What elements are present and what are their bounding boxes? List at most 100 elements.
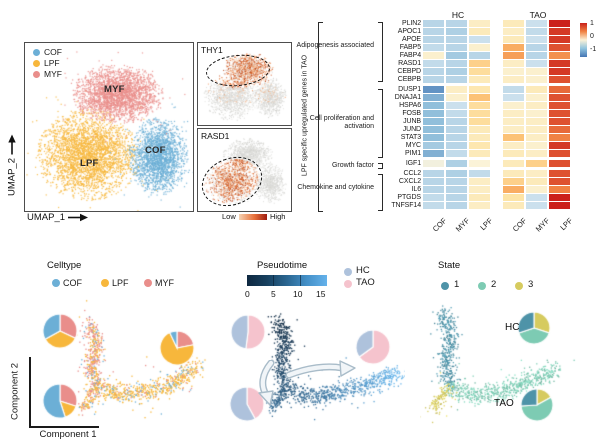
heatmap-cell [549, 102, 570, 109]
heatmap-cell [446, 20, 467, 27]
rasd1-title: RASD1 [201, 131, 230, 141]
bracket-adipogenesis [378, 22, 383, 82]
heatmap-cell [526, 68, 547, 75]
heatmap-row: APOE [363, 36, 572, 43]
umap-x-text: UMAP_1 [27, 212, 66, 223]
heatmap-cell [526, 134, 547, 141]
heatmap-cell [469, 102, 490, 109]
celltype-legend-title: Celltype [47, 260, 82, 271]
heatmap-column-label: LPF [557, 216, 574, 233]
pseudotime-tick-mark [300, 275, 301, 286]
heatmap-row: CEBPD [363, 68, 572, 75]
state3-dot [515, 282, 523, 290]
pseudotime-tick-mark [273, 275, 274, 286]
heatmap-cell [469, 94, 490, 101]
gene-label: FABP4 [399, 52, 421, 59]
gene-label: JUNB [403, 118, 421, 125]
flow-arrow-down-icon [258, 360, 275, 406]
heatmap-cell [526, 186, 547, 193]
gene-label: IL6 [411, 186, 422, 193]
heatmap-row: IGF1 [363, 160, 572, 167]
umap-y-axis-label: UMAP_2 [7, 123, 18, 209]
category-growth-factor: Growth factor [331, 162, 374, 169]
heatmap-cell [549, 202, 570, 209]
heatmap-cell [446, 28, 467, 35]
heatmap-cell [549, 186, 570, 193]
heatmap-cell [549, 86, 570, 93]
gene-label: RASD1 [398, 60, 421, 67]
heatmap-cell [423, 160, 444, 167]
heatmap-cell [446, 160, 467, 167]
component1-axis-line [29, 426, 99, 428]
gene-label: TNFSF14 [391, 202, 421, 209]
gene-label: PTGDS [397, 194, 421, 201]
heatmap-cell [503, 36, 524, 43]
tao-pie-label: TAO [494, 398, 514, 409]
heatmap-row: TNFSF14 [363, 202, 572, 209]
hc-pie-label: HC [505, 322, 520, 333]
feature-scale-gradient [239, 214, 267, 220]
heatmap-cell [549, 110, 570, 117]
pseudotime-tick-10: 10 [293, 289, 303, 299]
component2-axis-line [29, 357, 31, 427]
state2-dot [478, 282, 486, 290]
gene-label: STAT3 [400, 134, 421, 141]
bracket-growth-factor [378, 163, 383, 169]
state-trajectory-canvas [420, 295, 600, 445]
heatmap-cell [503, 142, 524, 149]
pseudotime-tick-15: 15 [316, 289, 326, 299]
state-legend-title: State [438, 260, 461, 271]
up-arrow-icon [8, 135, 16, 155]
state2-label: 2 [491, 279, 497, 290]
heatmap-cell [446, 44, 467, 51]
heatmap-grid: PLIN2 APOC1 APOE FABP5 FABP4 RASD1 CEBPD CEBPB D… [363, 20, 572, 210]
gene-label: APOE [401, 36, 421, 43]
heatmap-row: STAT3 [363, 134, 572, 141]
heatmap-cell [469, 86, 490, 93]
legend-label-cof: COF [44, 47, 62, 57]
pseudotime-tick-0: 0 [245, 289, 250, 299]
heatmap-cell [503, 52, 524, 59]
heatmap-cell [549, 20, 570, 27]
heatmap-cell [423, 178, 444, 185]
heatmap-cell [526, 44, 547, 51]
heatmap-cell [503, 118, 524, 125]
heatmap-cell [503, 94, 524, 101]
heatmap-group-hc: HC [451, 10, 465, 20]
heatmap-cell [503, 110, 524, 117]
heatmap-cell [423, 110, 444, 117]
heatmap-cell [526, 36, 547, 43]
heatmap-cell [423, 20, 444, 27]
heatmap-cell [503, 178, 524, 185]
heatmap-cell [469, 134, 490, 141]
cluster-label-lpf: LPF [80, 158, 99, 169]
heatmap-cell [526, 194, 547, 201]
heatmap-cell [423, 94, 444, 101]
heatmap-row: CXCL2 [363, 178, 572, 185]
category-adipogenesis: Adipogenesis associated [296, 42, 374, 49]
celltype-dot-cof [52, 279, 60, 287]
heatmap-cell [423, 150, 444, 157]
heatmap-cell [446, 68, 467, 75]
heatmap-cell [549, 52, 570, 59]
heatmap-cell [503, 86, 524, 93]
umap-y-text: UMAP_2 [6, 158, 18, 197]
legend-dot-myf [33, 71, 40, 78]
heatmap-cell [469, 150, 490, 157]
feature-scale-low: Low [222, 212, 236, 221]
heatmap-cell [423, 118, 444, 125]
heatmap-row: FOSB [363, 110, 572, 117]
heatmap-cell [446, 118, 467, 125]
heatmap-cell [526, 142, 547, 149]
heatmap-cell [549, 126, 570, 133]
heatmap-cell [549, 160, 570, 167]
heatmap-cell [469, 68, 490, 75]
heatmap-row: DNAJA1 [363, 94, 572, 101]
heatmap-row: IL6 [363, 186, 572, 193]
state1-label: 1 [454, 279, 460, 290]
heatmap-cell [469, 36, 490, 43]
heatmap-cell [446, 178, 467, 185]
gene-label: IGF1 [405, 160, 421, 167]
heatmap-cell [526, 86, 547, 93]
heatmap-row: JUNB [363, 118, 572, 125]
